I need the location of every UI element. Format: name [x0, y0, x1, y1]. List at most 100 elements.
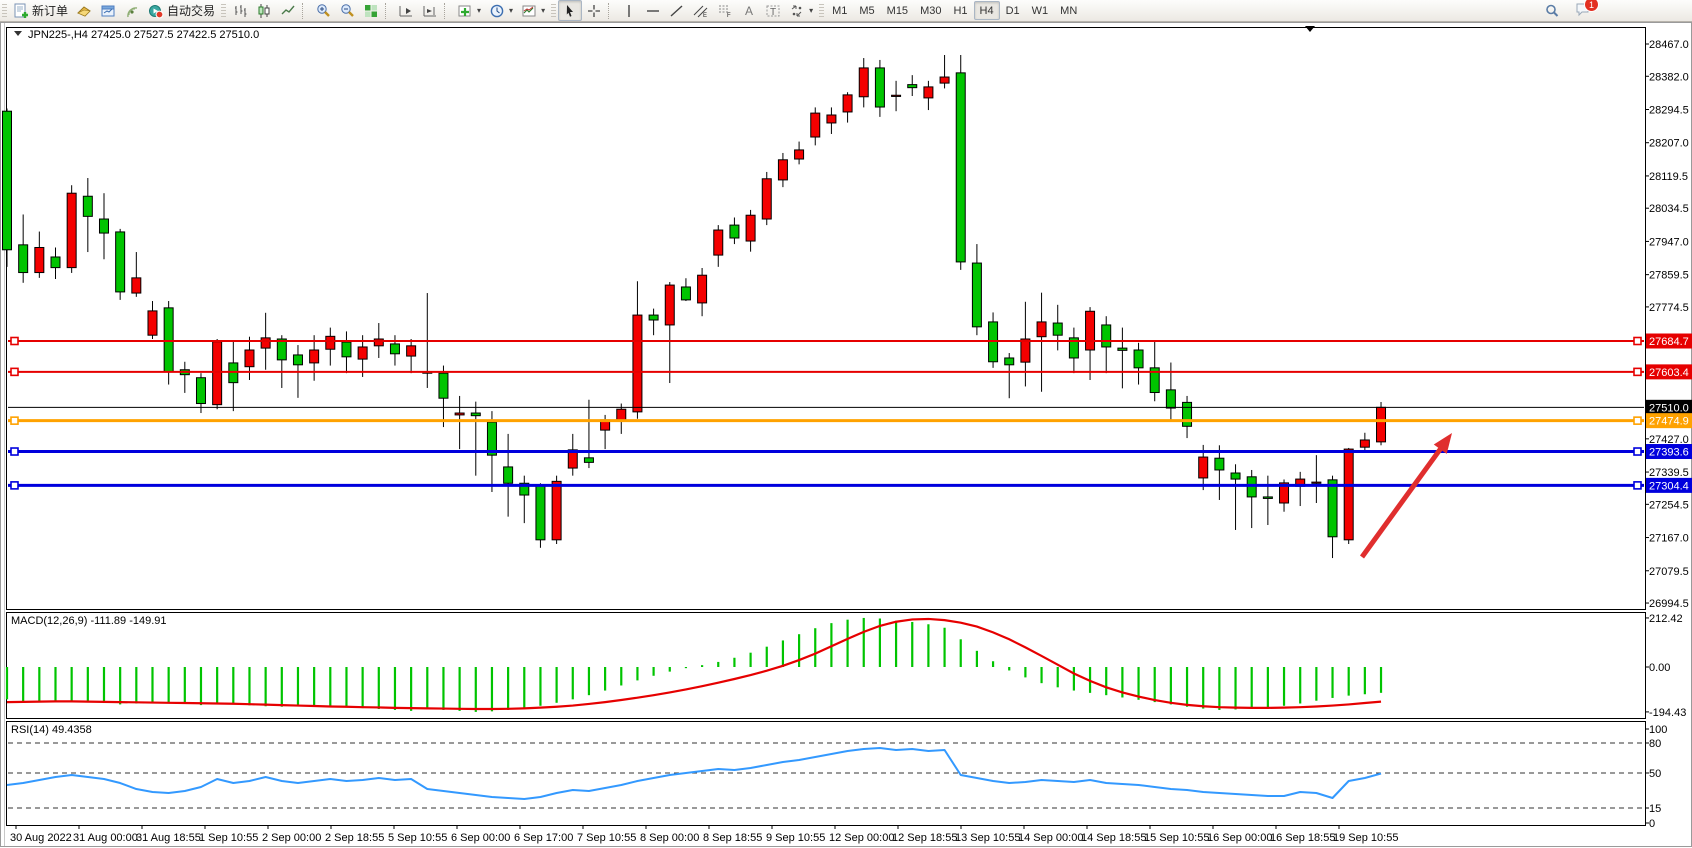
vertical-line-icon: [621, 3, 637, 19]
periods-icon: [489, 3, 505, 19]
candlestick-button[interactable]: [252, 0, 276, 21]
equidistant-channel-button[interactable]: E: [689, 0, 713, 21]
templates-icon: [521, 3, 537, 19]
timeframe-w1-button[interactable]: W1: [1031, 4, 1049, 17]
notifications-button[interactable]: 1: [1574, 0, 1599, 20]
rsi-line: [6, 747, 1382, 800]
zoom-out-icon: [339, 3, 355, 19]
timeframe-m15-button[interactable]: M15: [886, 4, 909, 17]
svg-text:14 Sep 18:55: 14 Sep 18:55: [1081, 832, 1146, 844]
svg-text:27603.4: 27603.4: [1649, 367, 1689, 379]
depth-of-market-button[interactable]: [72, 0, 96, 21]
timeframe-mn-button[interactable]: MN: [1060, 4, 1078, 17]
svg-text:27859.5: 27859.5: [1649, 270, 1689, 282]
trendline-button[interactable]: [665, 0, 689, 21]
svg-text:6 Sep 00:00: 6 Sep 00:00: [451, 832, 510, 844]
timeframe-d1-button[interactable]: D1: [1005, 4, 1020, 17]
svg-text:27393.6: 27393.6: [1649, 447, 1689, 459]
svg-text:26994.5: 26994.5: [1649, 598, 1689, 610]
svg-text:27427.0: 27427.0: [1649, 434, 1689, 446]
templates-button[interactable]: ▾: [517, 0, 549, 21]
svg-text:9 Sep 10:55: 9 Sep 10:55: [766, 832, 825, 844]
timeframe-m30-button[interactable]: M30: [920, 4, 942, 17]
crosshair-icon: [586, 3, 602, 19]
candles: [2, 55, 1387, 559]
new-order-button[interactable]: 新订单: [9, 0, 72, 21]
auto-trading-label: 自动交易: [167, 4, 216, 18]
equidistant-channel-icon: E: [693, 3, 709, 19]
line-chart-button[interactable]: [276, 0, 300, 21]
toolbar-grip: [819, 3, 825, 18]
svg-text:1 Sep 10:55: 1 Sep 10:55: [199, 832, 258, 844]
depth-of-market-icon: [76, 3, 92, 19]
chevron-down-icon: ▾: [541, 6, 546, 15]
svg-text:6 Sep 17:00: 6 Sep 17:00: [514, 832, 573, 844]
fibonacci-icon: F: [717, 3, 733, 19]
chevron-down-icon: ▾: [477, 6, 482, 15]
timeframe-m1-button[interactable]: M1: [832, 4, 848, 17]
svg-text:28034.5: 28034.5: [1649, 203, 1689, 215]
svg-text:0: 0: [1649, 818, 1655, 830]
svg-text:2 Sep 00:00: 2 Sep 00:00: [262, 832, 321, 844]
text-label-button[interactable]: T: [761, 0, 785, 21]
svg-text:15 Sep 10:55: 15 Sep 10:55: [1144, 832, 1209, 844]
cursor-icon: [562, 3, 578, 19]
macd-signal-line: [6, 617, 1382, 711]
svg-text:27947.0: 27947.0: [1649, 236, 1689, 248]
vertical-line-button[interactable]: [617, 0, 641, 21]
fibonacci-button[interactable]: F: [713, 0, 737, 21]
chevron-down-icon: ▾: [509, 6, 514, 15]
indicators-button[interactable]: ▾: [453, 0, 485, 21]
arrow-head: [1433, 433, 1452, 454]
timeframe-h1-button[interactable]: H1: [953, 4, 968, 17]
timeframe-h4-button[interactable]: H4: [973, 1, 1000, 20]
svg-text:16 Sep 00:00: 16 Sep 00:00: [1207, 832, 1272, 844]
auto-scroll-icon: [398, 3, 414, 19]
chart-shift-button[interactable]: [418, 0, 442, 21]
zoom-out-button[interactable]: [335, 0, 359, 21]
auto-trading-button[interactable]: 自动交易: [144, 0, 219, 21]
svg-text:27510.0: 27510.0: [1649, 402, 1689, 414]
signals-icon: [124, 3, 140, 19]
auto-scroll-button[interactable]: [394, 0, 418, 21]
toolbar-grip: [551, 3, 557, 18]
chart-shift-marker[interactable]: [1305, 26, 1315, 32]
svg-text:-194.43: -194.43: [1649, 707, 1686, 719]
candlestick-icon: [256, 3, 272, 19]
svg-text:31 Aug 00:00: 31 Aug 00:00: [73, 832, 138, 844]
svg-text:F: F: [727, 13, 731, 19]
symbol-dropdown-icon[interactable]: [14, 31, 22, 36]
svg-text:28467.0: 28467.0: [1649, 39, 1689, 51]
svg-text:14 Sep 00:00: 14 Sep 00:00: [1018, 832, 1083, 844]
indicators-icon: [457, 3, 473, 19]
svg-text:28294.5: 28294.5: [1649, 104, 1689, 116]
timeframe-m5-button[interactable]: M5: [859, 4, 875, 17]
chart-window-button[interactable]: [96, 0, 120, 21]
crosshair-button[interactable]: [582, 0, 606, 21]
svg-text:27167.0: 27167.0: [1649, 533, 1689, 545]
arrows-button[interactable]: ▾: [785, 0, 817, 21]
svg-text:50: 50: [1649, 768, 1661, 780]
svg-text:27684.7: 27684.7: [1649, 336, 1689, 348]
arrows-icon: [789, 3, 805, 19]
chart-shift-icon: [422, 3, 438, 19]
text-button[interactable]: A: [737, 0, 761, 21]
svg-text:30 Aug 2022: 30 Aug 2022: [10, 832, 72, 844]
chart-window-icon: [100, 3, 116, 19]
svg-text:19 Sep 10:55: 19 Sep 10:55: [1333, 832, 1398, 844]
svg-text:27254.5: 27254.5: [1649, 499, 1689, 511]
periods-button[interactable]: ▾: [485, 0, 517, 21]
arrow-object[interactable]: [1359, 444, 1445, 559]
signals-button[interactable]: [120, 0, 144, 21]
search-button[interactable]: [1540, 0, 1564, 21]
cursor-button[interactable]: [558, 0, 583, 21]
bar-chart-button[interactable]: [228, 0, 252, 21]
zoom-in-button[interactable]: [311, 0, 335, 21]
horizontal-line-button[interactable]: [641, 0, 665, 21]
notification-badge: 1: [1584, 0, 1599, 12]
svg-text:27774.5: 27774.5: [1649, 302, 1689, 314]
tile-windows-button[interactable]: [359, 0, 383, 21]
svg-text:212.42: 212.42: [1649, 613, 1683, 625]
